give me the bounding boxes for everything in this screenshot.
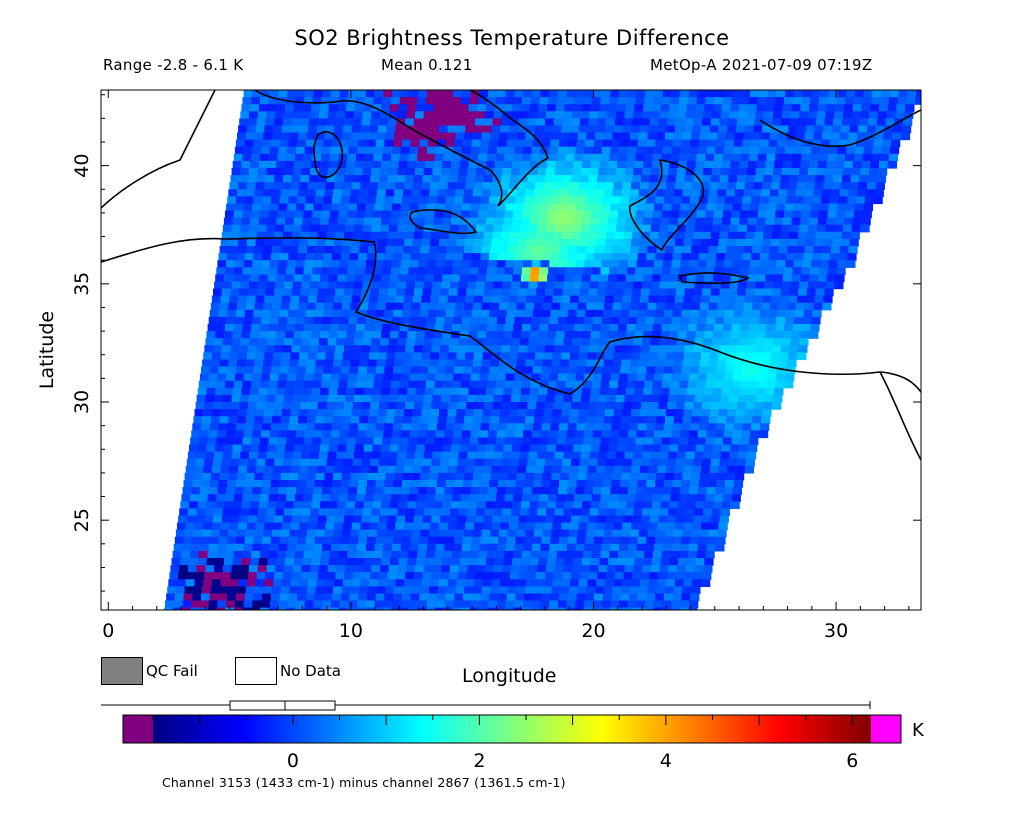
channel-note: Channel 3153 (1433 cm-1) minus channel 2… [162, 775, 566, 790]
x-tick-label: 30 [824, 620, 848, 642]
coastline-path [101, 237, 921, 395]
coastline-path [678, 272, 750, 284]
colorbar-frame [122, 714, 902, 744]
y-tick-label: 25 [71, 508, 93, 532]
coastline-path [254, 90, 549, 207]
qc-fail-swatch [101, 657, 143, 685]
colorbar-unit: K [912, 720, 924, 741]
colorbar-low-cap [123, 715, 153, 743]
colorbar-tick-label: 2 [473, 750, 485, 772]
colorbar: 0 2 4 6 [101, 700, 902, 772]
colorbar-tick-label: 6 [846, 750, 858, 772]
x-axis-label: Longitude [462, 665, 557, 687]
satellite-time-text: MetOp-A 2021-07-09 07:19Z [650, 56, 873, 74]
coastlines [101, 90, 921, 461]
range-box [229, 700, 336, 711]
colorbar-tick-label: 4 [660, 750, 672, 772]
coastline-path [759, 109, 921, 148]
no-data-label: No Data [280, 662, 341, 680]
y-tick-label: 40 [71, 154, 93, 178]
colorbar-high-cap [871, 715, 901, 743]
x-tick-label: 10 [339, 620, 363, 642]
plot-frame [100, 89, 922, 611]
x-tick-label: 20 [581, 620, 605, 642]
y-tick-label: 35 [71, 272, 93, 296]
no-data-swatch [235, 657, 277, 685]
coastline-path [409, 209, 478, 235]
x-tick-label: 0 [102, 620, 114, 642]
coastline-path [879, 371, 921, 461]
coastline-path [629, 159, 705, 252]
coastline-path [313, 131, 344, 179]
chart-title: SO2 Brightness Temperature Difference [294, 26, 730, 50]
y-axis-label: Latitude [36, 310, 58, 390]
coastline-path [101, 90, 216, 209]
swath-pixels [164, 90, 921, 610]
y-tick-label: 30 [71, 390, 93, 414]
qc-fail-label: QC Fail [146, 662, 198, 680]
mean-text: Mean 0.121 [381, 56, 473, 74]
colorbar-gradient [153, 715, 871, 743]
range-text: Range -2.8 - 6.1 K [103, 56, 244, 74]
colorbar-tick-label: 0 [287, 750, 299, 772]
